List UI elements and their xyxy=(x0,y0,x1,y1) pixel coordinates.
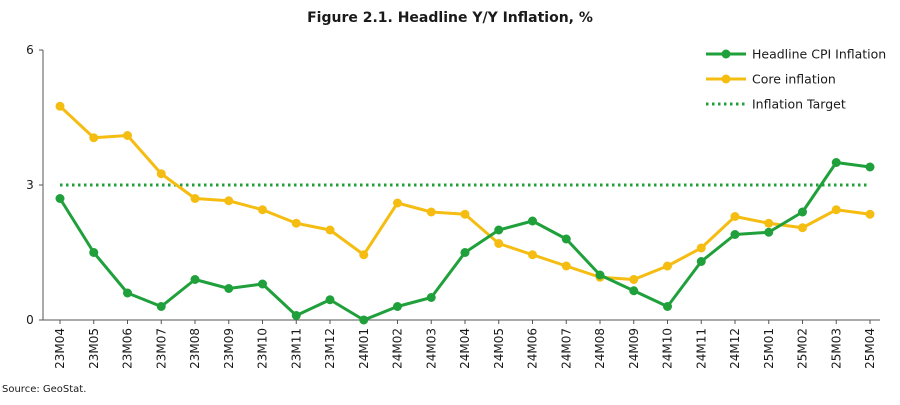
x-tick-label: 23M07 xyxy=(154,328,168,369)
data-point-core-inflation xyxy=(831,205,841,215)
data-point-core-inflation xyxy=(55,101,65,111)
data-point-core-inflation xyxy=(325,225,335,235)
data-point-headline-cpi-inflation xyxy=(730,230,740,239)
legend-label-inflation-target: Inflation Target xyxy=(752,97,846,112)
data-point-headline-cpi-inflation xyxy=(629,286,639,296)
data-point-core-inflation xyxy=(629,275,639,284)
data-point-core-inflation xyxy=(156,169,166,179)
y-tick-label: 3 xyxy=(26,178,34,192)
x-tick-label: 25M02 xyxy=(796,328,810,369)
x-tick-label: 23M08 xyxy=(188,328,202,369)
source-note: Source: GeoStat. xyxy=(2,384,87,395)
data-point-core-inflation xyxy=(224,196,234,206)
data-point-core-inflation xyxy=(291,218,301,228)
data-point-core-inflation xyxy=(730,212,740,221)
data-point-core-inflation xyxy=(561,261,571,271)
x-tick-label: 23M12 xyxy=(323,328,337,369)
data-point-headline-cpi-inflation xyxy=(663,302,672,311)
x-tick-label: 23M06 xyxy=(121,328,135,369)
data-point-headline-cpi-inflation xyxy=(764,227,774,237)
data-point-core-inflation xyxy=(460,209,470,219)
x-tick-label: 24M09 xyxy=(627,328,641,369)
x-tick-label: 24M03 xyxy=(424,328,438,369)
y-tick-label: 0 xyxy=(26,313,34,327)
data-point-headline-cpi-inflation xyxy=(798,207,807,217)
data-point-headline-cpi-inflation xyxy=(224,284,234,293)
x-tick-label: 24M12 xyxy=(728,328,742,369)
data-point-core-inflation xyxy=(798,223,807,233)
x-tick-label: 24M10 xyxy=(661,328,675,369)
data-point-core-inflation xyxy=(663,261,672,271)
x-tick-label: 23M05 xyxy=(87,328,101,369)
x-tick-label: 24M07 xyxy=(559,328,573,369)
data-point-core-inflation xyxy=(190,194,200,203)
legend-marker-headline-cpi-inflation xyxy=(721,49,731,59)
x-tick-label: 25M01 xyxy=(762,328,776,369)
data-point-headline-cpi-inflation xyxy=(291,311,301,320)
x-tick-label: 23M10 xyxy=(256,328,270,369)
data-point-headline-cpi-inflation xyxy=(460,248,470,257)
data-point-headline-cpi-inflation xyxy=(258,279,267,289)
data-point-core-inflation xyxy=(89,133,99,143)
data-point-core-inflation xyxy=(426,207,436,217)
data-point-headline-cpi-inflation xyxy=(831,158,841,167)
data-point-core-inflation xyxy=(359,250,369,260)
data-point-headline-cpi-inflation xyxy=(190,275,200,284)
x-tick-label: 24M11 xyxy=(694,328,708,369)
data-point-headline-cpi-inflation xyxy=(89,248,99,257)
data-point-core-inflation xyxy=(696,243,706,253)
x-tick-label: 25M04 xyxy=(863,328,877,369)
x-tick-label: 24M02 xyxy=(391,328,405,369)
data-point-core-inflation xyxy=(258,205,267,215)
data-point-headline-cpi-inflation xyxy=(156,302,166,311)
x-tick-label: 24M04 xyxy=(458,328,472,369)
x-tick-label: 24M08 xyxy=(593,328,607,369)
legend-label-headline-cpi-inflation: Headline CPI Inflation xyxy=(752,47,886,62)
x-tick-label: 24M05 xyxy=(492,328,506,369)
data-point-headline-cpi-inflation xyxy=(696,257,706,266)
data-point-core-inflation xyxy=(764,218,774,228)
series-layer xyxy=(55,101,875,325)
legend-marker-core-inflation xyxy=(721,74,731,84)
x-tick-label: 23M11 xyxy=(289,328,303,369)
x-tick-label: 23M04 xyxy=(53,328,67,369)
data-point-headline-cpi-inflation xyxy=(393,302,402,311)
data-point-core-inflation xyxy=(528,250,537,260)
data-point-headline-cpi-inflation xyxy=(123,288,132,298)
y-tick-label: 6 xyxy=(26,43,34,57)
data-point-headline-cpi-inflation xyxy=(595,270,605,280)
x-tick-label: 24M06 xyxy=(526,328,540,369)
legend: Headline CPI Inflation Core inflation Infl… xyxy=(706,47,886,112)
data-point-headline-cpi-inflation xyxy=(865,162,875,172)
data-point-headline-cpi-inflation xyxy=(426,293,436,302)
data-point-headline-cpi-inflation xyxy=(325,295,335,305)
x-tick-labels: 23M04 23M05 23M06 23M07 23M08 23M09 23M10 23M11… xyxy=(53,320,877,369)
data-point-headline-cpi-inflation xyxy=(494,225,504,235)
x-tick-label: 25M03 xyxy=(829,328,843,369)
data-point-headline-cpi-inflation xyxy=(359,315,369,325)
data-point-headline-cpi-inflation xyxy=(528,216,537,226)
y-tick-labels: 0 3 6 xyxy=(26,43,43,327)
x-tick-label: 24M01 xyxy=(357,328,371,369)
data-point-core-inflation xyxy=(123,131,132,140)
data-point-core-inflation xyxy=(494,239,504,248)
data-point-core-inflation xyxy=(393,198,402,208)
legend-label-core-inflation: Core inflation xyxy=(752,72,836,87)
data-point-core-inflation xyxy=(865,209,875,219)
data-point-headline-cpi-inflation xyxy=(561,234,571,244)
data-point-headline-cpi-inflation xyxy=(55,194,65,203)
chart-title: Figure 2.1. Headline Y/Y Inflation, % xyxy=(307,10,593,26)
x-tick-label: 23M09 xyxy=(222,328,236,369)
